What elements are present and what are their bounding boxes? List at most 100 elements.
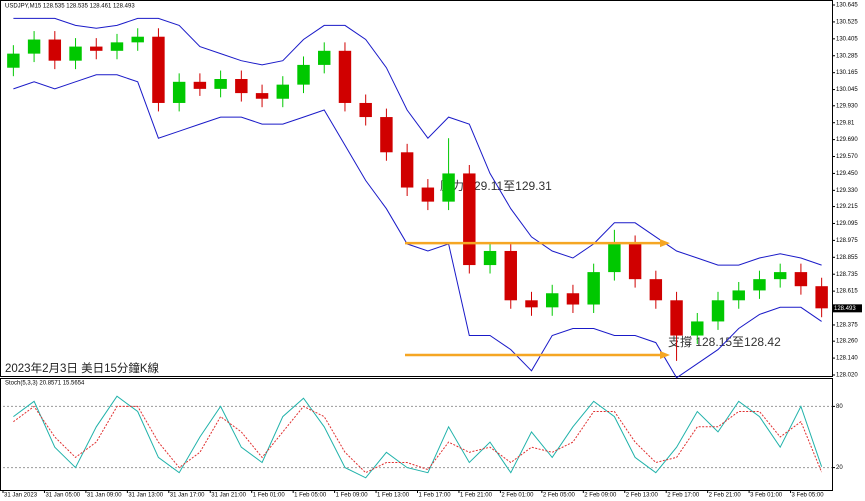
x-tick-label: 1 Feb 13:00 bbox=[377, 493, 410, 499]
x-tick-label: 3 Feb 01:00 bbox=[750, 493, 783, 499]
y-tick-label: 129.690 bbox=[836, 137, 858, 143]
y-tick-label: 129.570 bbox=[836, 154, 858, 160]
x-tick-label: 31 Jan 17:00 bbox=[170, 493, 205, 499]
support-note: 支撐 128.15至128.42 bbox=[668, 335, 781, 349]
candle-body bbox=[110, 42, 124, 51]
x-tick-label: 31 Jan 2023 bbox=[4, 493, 38, 499]
y-tick-label: 129.930 bbox=[836, 103, 858, 109]
y-tick-label: 130.045 bbox=[836, 87, 858, 93]
candle-body bbox=[90, 46, 103, 51]
x-tick-label: 1 Feb 01:00 bbox=[253, 493, 286, 499]
candle-body bbox=[152, 36, 165, 103]
candle-body bbox=[193, 81, 207, 89]
candle-body bbox=[463, 173, 476, 266]
y-tick-label: 129.81 bbox=[836, 120, 855, 126]
y-tick-label: 128.260 bbox=[836, 339, 858, 345]
x-tick-label: 1 Feb 17:00 bbox=[419, 493, 452, 499]
y-tick-label: 128.615 bbox=[836, 289, 858, 295]
candle-body bbox=[131, 36, 144, 43]
y-tick-label: 129.330 bbox=[836, 188, 858, 194]
candle-body bbox=[773, 272, 787, 280]
candle-body bbox=[255, 93, 269, 99]
y-tick-label: 128.855 bbox=[836, 255, 858, 261]
candle-body bbox=[421, 187, 435, 202]
resistance-note: 壓力 129.11至129.31 bbox=[440, 179, 552, 193]
candle-body bbox=[649, 279, 663, 301]
x-tick-label: 1 Feb 21:00 bbox=[460, 493, 493, 499]
candle-body bbox=[670, 300, 683, 336]
candle-body bbox=[400, 152, 414, 188]
y-tick-label: 128.735 bbox=[836, 272, 858, 278]
stoch-panel bbox=[0, 378, 833, 491]
y-tick-label: 128.375 bbox=[836, 323, 858, 329]
candle-body bbox=[608, 243, 621, 273]
x-tick-label: 2 Feb 05:00 bbox=[543, 493, 576, 499]
symbol-header: USDJPY,M15 128.535 128.535 128.461 128.4… bbox=[5, 4, 135, 10]
candle-body bbox=[815, 286, 828, 309]
candle-body bbox=[7, 53, 20, 68]
series-line bbox=[13, 405, 823, 474]
candle-body bbox=[27, 39, 41, 54]
candle-body bbox=[48, 39, 62, 61]
y-tick-label: 130.645 bbox=[836, 3, 858, 9]
candle-body bbox=[380, 117, 393, 153]
price-tag bbox=[832, 304, 862, 313]
candle-body bbox=[504, 250, 517, 301]
y-tick-label: 130.165 bbox=[836, 70, 858, 76]
y-tick-label: 129.095 bbox=[836, 221, 858, 227]
x-tick-label: 2 Feb 21:00 bbox=[709, 493, 742, 499]
candle-body bbox=[711, 300, 725, 322]
x-tick-label: 2 Feb 01:00 bbox=[501, 493, 534, 499]
series-line bbox=[13, 17, 822, 266]
x-tick-label: 1 Feb 09:00 bbox=[336, 493, 369, 499]
y-tick-label: 129.450 bbox=[836, 171, 858, 177]
y-tick-label: 128.020 bbox=[836, 373, 858, 379]
x-tick-label: 2 Feb 09:00 bbox=[584, 493, 617, 499]
arrow-head bbox=[660, 350, 670, 359]
y-tick-label: 128.140 bbox=[836, 356, 858, 362]
y-tick-label: 128.975 bbox=[836, 238, 858, 244]
series-line bbox=[13, 395, 823, 479]
candle-body bbox=[214, 79, 227, 89]
candle-body bbox=[172, 81, 186, 103]
y-tick-label: 130.285 bbox=[836, 53, 858, 59]
candle-body bbox=[338, 50, 352, 103]
y-tick-label: 129.215 bbox=[836, 204, 858, 210]
x-tick-label: 2 Feb 17:00 bbox=[667, 493, 700, 499]
candle-body bbox=[732, 290, 745, 301]
chart-caption: 2023年2月3日 美日15分鐘K線 bbox=[5, 361, 160, 375]
candle-body bbox=[794, 272, 808, 287]
stoch-header: Stoch(5,3,3) 20.8571 15.5654 bbox=[5, 381, 85, 387]
candle-body bbox=[483, 250, 497, 266]
candle-body bbox=[525, 300, 538, 308]
price-panel bbox=[0, 0, 833, 377]
candle-body bbox=[318, 50, 331, 65]
arrow-head bbox=[660, 239, 670, 248]
price-tag-label: 128.493 bbox=[834, 306, 856, 312]
x-tick-label: 3 Feb 05:00 bbox=[792, 493, 825, 499]
candle-body bbox=[753, 279, 766, 291]
y-tick-label: 20 bbox=[836, 465, 843, 471]
x-tick-label: 31 Jan 21:00 bbox=[211, 493, 246, 499]
candle-body bbox=[276, 84, 290, 99]
x-tick-label: 31 Jan 09:00 bbox=[87, 493, 122, 499]
x-tick-label: 1 Feb 05:00 bbox=[294, 493, 327, 499]
series-line bbox=[13, 74, 822, 379]
candle-body bbox=[628, 243, 642, 280]
candle-body bbox=[691, 321, 704, 336]
y-tick-label: 80 bbox=[836, 404, 843, 410]
y-tick-label: 130.405 bbox=[836, 36, 858, 42]
candle-body bbox=[235, 79, 248, 94]
candle-body bbox=[566, 293, 580, 305]
x-tick-label: 2 Feb 13:00 bbox=[626, 493, 659, 499]
candle-body bbox=[442, 173, 455, 202]
x-tick-label: 31 Jan 13:00 bbox=[128, 493, 163, 499]
x-tick-label: 31 Jan 05:00 bbox=[45, 493, 80, 499]
candle-body bbox=[359, 102, 372, 118]
candle-body bbox=[545, 293, 559, 308]
candle-body bbox=[587, 272, 600, 305]
y-tick-label: 130.525 bbox=[836, 19, 858, 25]
candle-body bbox=[297, 64, 310, 85]
candle-body bbox=[69, 46, 82, 61]
